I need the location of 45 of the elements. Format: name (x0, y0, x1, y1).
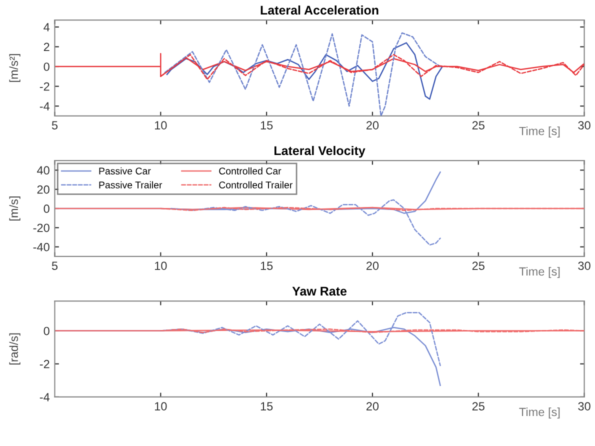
y-axis-title: [m/s²] (9, 54, 20, 82)
y-tick-label: 20 (37, 185, 50, 194)
line-series (164, 32, 441, 116)
legend-label: Controlled Car (219, 167, 282, 175)
y-tick-label: -4 (40, 393, 50, 402)
x-tick-label: 20 (366, 262, 379, 270)
y-tick-label: -4 (40, 102, 50, 110)
y-tick-label: -2 (40, 82, 50, 91)
x-tick-label: 10 (154, 121, 167, 130)
chart-title: Lateral Acceleration (260, 5, 378, 15)
y-tick-label: 0 (44, 326, 50, 336)
y-tick-label: 0 (44, 204, 50, 213)
chart-title: Lateral Velocity (274, 146, 366, 158)
y-tick-label: 4 (44, 23, 50, 32)
y-tick-label: 0 (44, 62, 50, 71)
x-tick-label: 15 (260, 262, 273, 270)
legend-label: Passive Trailer (99, 181, 162, 188)
line-series (166, 42, 443, 100)
x-tick-label: 15 (260, 121, 273, 130)
y-tick-label: 40 (37, 166, 50, 175)
x-tick-label: 5 (52, 121, 58, 130)
y-axis-title: [rad/s] (9, 333, 20, 365)
x-axis-title: Time [s] (519, 267, 560, 278)
x-tick-label: 25 (472, 121, 484, 130)
x-tick-label: 20 (366, 121, 379, 130)
y-axis-title: [m/s] (9, 196, 20, 220)
x-tick-label: 10 (154, 402, 167, 410)
legend-label: Passive Car (99, 167, 151, 175)
x-tick-label: 10 (154, 262, 167, 270)
x-tick-label: 15 (260, 402, 273, 410)
x-tick-label: 30 (578, 262, 590, 270)
x-tick-label: 25 (472, 262, 484, 270)
x-tick-label: 5 (52, 262, 58, 270)
y-tick-label: -40 (33, 242, 50, 252)
y-tick-label: 2 (44, 42, 50, 52)
x-axis-title: Time [s] (519, 126, 560, 138)
y-tick-label: -20 (33, 224, 50, 232)
y-tick-label: -2 (40, 360, 50, 368)
legend-label: Controlled Trailer (219, 181, 292, 188)
x-tick-label: 25 (472, 402, 484, 410)
x-tick-label: 30 (578, 121, 590, 130)
x-axis-title: Time [s] (519, 407, 560, 418)
x-tick-label: 30 (578, 402, 590, 410)
chart-title: Yaw Rate (292, 286, 347, 296)
x-tick-label: 20 (366, 402, 379, 410)
